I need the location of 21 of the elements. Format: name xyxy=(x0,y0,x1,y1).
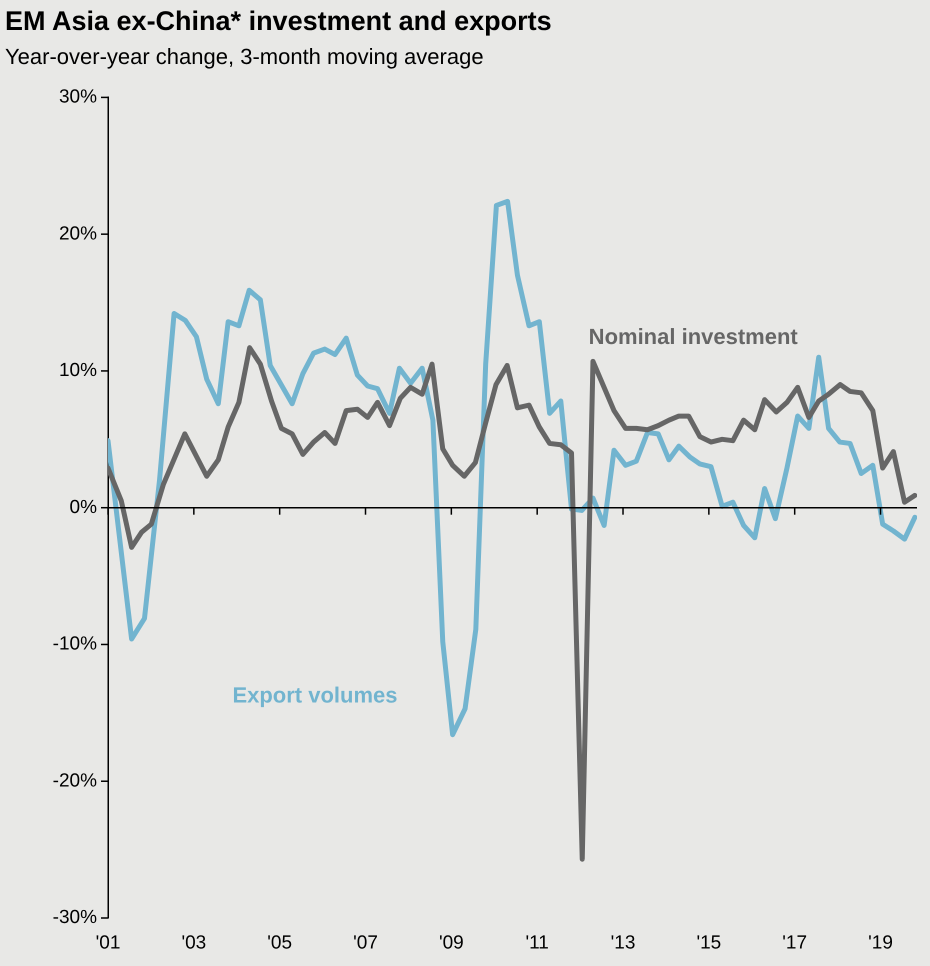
x-tick-label: '05 xyxy=(267,932,292,954)
y-tick-label: 0% xyxy=(70,496,98,518)
y-tick-label: 10% xyxy=(58,360,98,382)
y-tick-label: -30% xyxy=(52,907,98,928)
x-tick-label: '07 xyxy=(353,932,378,954)
chart-subtitle: Year-over-year change, 3-month moving average xyxy=(5,44,484,70)
text: Export volumes xyxy=(232,682,398,708)
x-tick-label: '19 xyxy=(868,932,893,954)
y-tick-label: 20% xyxy=(58,223,98,244)
x-tick-label: '13 xyxy=(610,932,636,954)
x-tick-label: '15 xyxy=(696,932,722,954)
x-tick-label: '17 xyxy=(782,932,808,954)
x-tick-label: '03 xyxy=(181,932,206,954)
y-tick-label: 30% xyxy=(58,86,98,108)
chart-title: EM Asia ex-China* investment and exports xyxy=(5,6,552,37)
y-tick-label: -20% xyxy=(52,770,98,792)
series-label: Nominal investment xyxy=(588,324,798,350)
x-tick-label: '01 xyxy=(96,932,120,954)
y-tick-label: -10% xyxy=(52,634,98,655)
x-tick-label: '11 xyxy=(526,932,549,954)
x-tick-label: '09 xyxy=(438,932,464,954)
